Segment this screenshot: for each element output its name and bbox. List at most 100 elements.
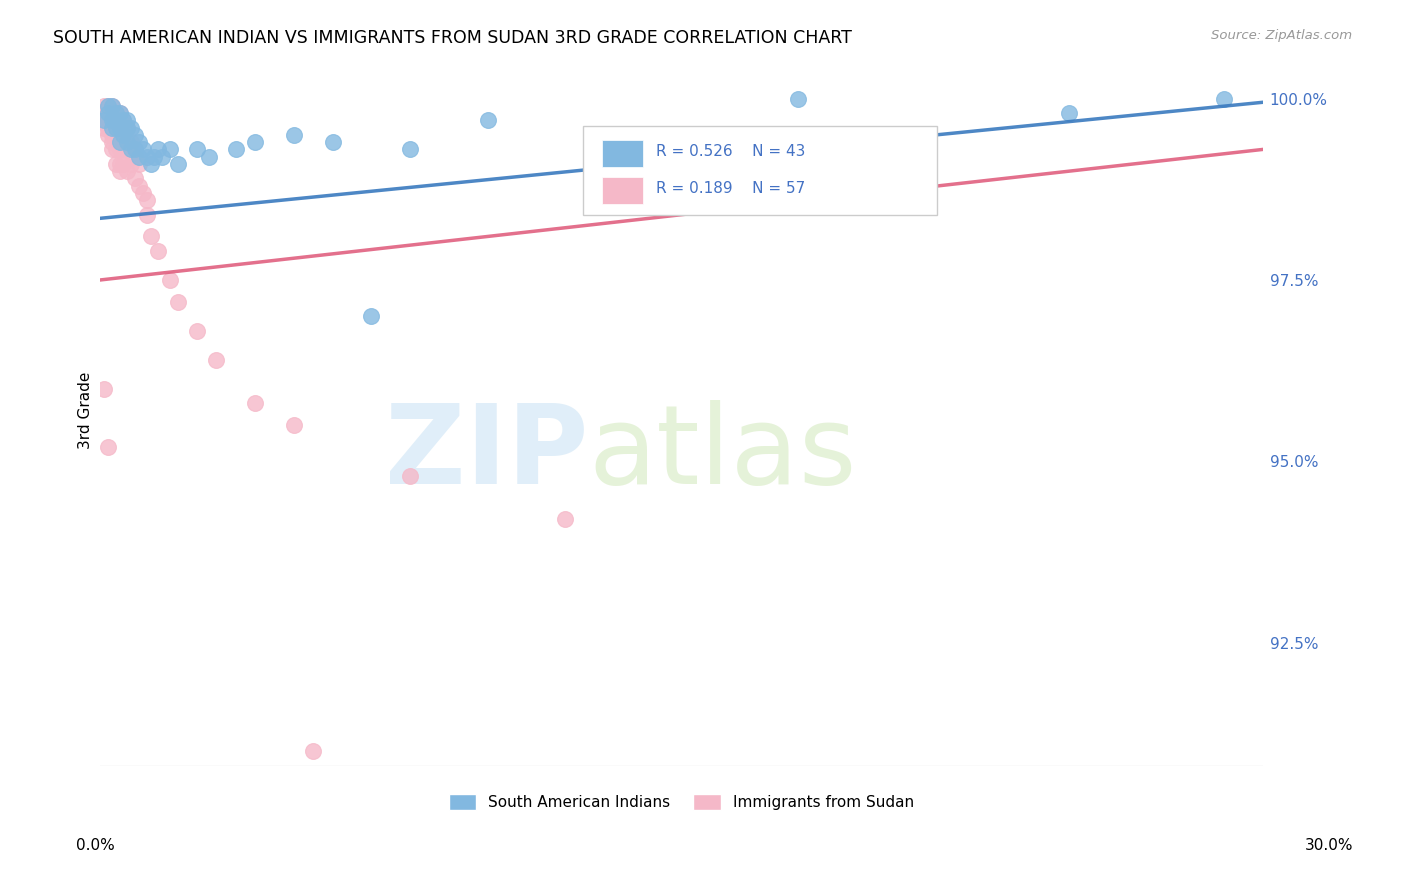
- Point: [101, 120, 124, 135]
- Point: [97, 106, 120, 120]
- Point: [112, 157, 135, 171]
- Text: atlas: atlas: [589, 400, 858, 507]
- Point: [132, 143, 155, 157]
- Point: [101, 99, 124, 113]
- Point: [124, 128, 146, 142]
- Bar: [602, 178, 643, 204]
- Point: [117, 113, 139, 128]
- Point: [245, 396, 267, 410]
- Point: [101, 99, 124, 113]
- Point: [108, 157, 131, 171]
- Point: [104, 113, 127, 128]
- Point: [93, 113, 115, 128]
- Point: [135, 150, 157, 164]
- Point: [97, 113, 120, 128]
- Point: [139, 157, 162, 171]
- Point: [97, 99, 120, 113]
- Text: R = 0.526    N = 43: R = 0.526 N = 43: [657, 144, 806, 159]
- Point: [117, 135, 139, 149]
- Point: [166, 157, 188, 171]
- Point: [104, 128, 127, 142]
- Point: [117, 143, 139, 157]
- Point: [101, 128, 124, 142]
- Point: [104, 143, 127, 157]
- Point: [112, 113, 135, 128]
- Text: SOUTH AMERICAN INDIAN VS IMMIGRANTS FROM SUDAN 3RD GRADE CORRELATION CHART: SOUTH AMERICAN INDIAN VS IMMIGRANTS FROM…: [53, 29, 852, 46]
- Point: [108, 135, 131, 149]
- Point: [104, 157, 127, 171]
- Point: [101, 120, 124, 135]
- Point: [225, 143, 247, 157]
- Point: [302, 744, 325, 758]
- Y-axis label: 3rd Grade: 3rd Grade: [79, 372, 93, 450]
- Point: [205, 352, 228, 367]
- Point: [104, 106, 127, 120]
- Point: [120, 120, 142, 135]
- Point: [132, 186, 155, 200]
- Text: 30.0%: 30.0%: [1305, 838, 1353, 853]
- Point: [97, 99, 120, 113]
- Point: [93, 99, 115, 113]
- Point: [104, 113, 127, 128]
- Point: [159, 143, 181, 157]
- Point: [186, 324, 208, 338]
- Point: [1213, 92, 1236, 106]
- Point: [128, 178, 150, 193]
- Point: [399, 143, 422, 157]
- Point: [112, 143, 135, 157]
- Point: [117, 120, 139, 135]
- Legend: South American Indians, Immigrants from Sudan: South American Indians, Immigrants from …: [443, 789, 921, 816]
- Point: [101, 106, 124, 120]
- Text: Source: ZipAtlas.com: Source: ZipAtlas.com: [1212, 29, 1353, 42]
- Point: [101, 135, 124, 149]
- Point: [108, 106, 131, 120]
- Point: [128, 150, 150, 164]
- Point: [139, 229, 162, 244]
- Point: [554, 512, 576, 526]
- Point: [93, 113, 115, 128]
- Point: [97, 120, 120, 135]
- Point: [245, 135, 267, 149]
- Point: [108, 164, 131, 178]
- Point: [135, 208, 157, 222]
- Point: [93, 106, 115, 120]
- Point: [104, 120, 127, 135]
- Point: [112, 128, 135, 142]
- Point: [101, 113, 124, 128]
- Point: [159, 273, 181, 287]
- Point: [104, 120, 127, 135]
- Point: [97, 106, 120, 120]
- Point: [108, 120, 131, 135]
- Point: [124, 150, 146, 164]
- Point: [197, 150, 219, 164]
- Point: [120, 143, 142, 157]
- Point: [166, 294, 188, 309]
- Point: [93, 120, 115, 135]
- Text: R = 0.189    N = 57: R = 0.189 N = 57: [657, 181, 806, 196]
- Point: [112, 128, 135, 142]
- Point: [104, 106, 127, 120]
- Point: [117, 120, 139, 135]
- Point: [97, 440, 120, 454]
- Point: [108, 128, 131, 142]
- Point: [150, 150, 173, 164]
- Point: [186, 143, 208, 157]
- Point: [108, 143, 131, 157]
- Point: [112, 113, 135, 128]
- Point: [283, 417, 305, 432]
- Text: 0.0%: 0.0%: [76, 838, 115, 853]
- Point: [128, 135, 150, 149]
- Point: [108, 113, 131, 128]
- Point: [124, 171, 146, 186]
- Point: [93, 382, 115, 396]
- Point: [148, 244, 170, 258]
- Point: [148, 143, 170, 157]
- Point: [283, 128, 305, 142]
- Point: [322, 135, 344, 149]
- Point: [101, 143, 124, 157]
- FancyBboxPatch shape: [582, 126, 938, 215]
- Point: [135, 193, 157, 207]
- Point: [143, 150, 166, 164]
- Point: [120, 157, 142, 171]
- Point: [108, 106, 131, 120]
